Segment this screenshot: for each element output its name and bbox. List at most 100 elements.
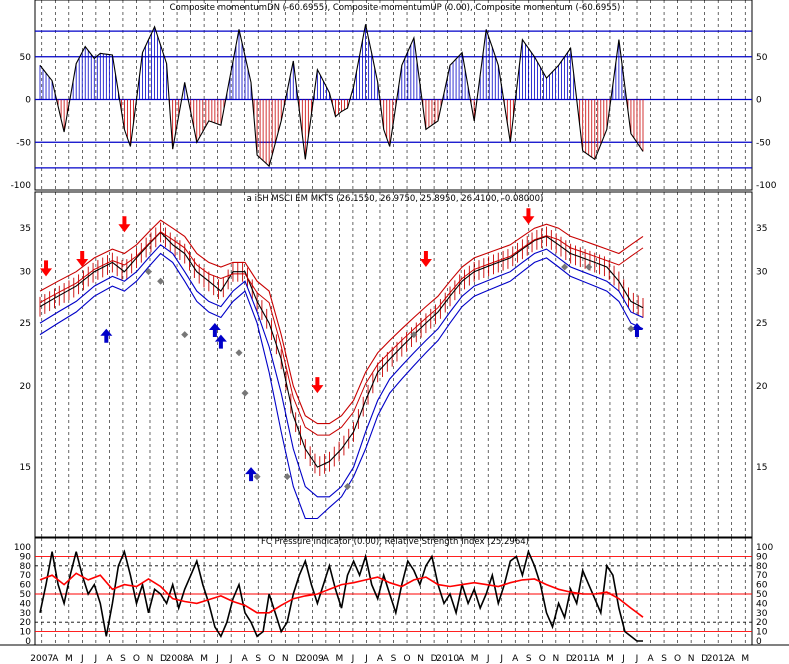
p3-y-tick-right: 80 xyxy=(756,562,768,572)
p1-y-tick-right: -50 xyxy=(756,138,771,148)
x-tick-label: M xyxy=(65,654,73,664)
p3-y-tick-right: 60 xyxy=(756,581,768,591)
buy-arrow-marker xyxy=(245,467,258,482)
p1-y-tick-right: -100 xyxy=(756,181,777,191)
x-tick-label: A xyxy=(187,654,194,664)
p3-y-tick-left: 100 xyxy=(14,543,31,553)
x-tick-label: M xyxy=(741,654,749,664)
x-tick-label: D xyxy=(701,654,708,664)
x-tick-label: 2008 xyxy=(166,654,189,664)
p3-y-tick-right: 20 xyxy=(756,618,768,628)
p1-y-tick-left: -100 xyxy=(11,181,32,191)
x-tick-label: J xyxy=(229,654,233,664)
x-tick-label: N xyxy=(552,654,559,664)
x-tick-label: J xyxy=(215,654,219,664)
x-tick-label: A xyxy=(647,654,654,664)
p3-y-tick-left: 70 xyxy=(20,571,32,581)
p2-y-tick-right: 15 xyxy=(756,463,767,473)
x-tick-label: A xyxy=(593,654,600,664)
sell-arrow-marker xyxy=(522,208,535,225)
p1-y-tick-right: 50 xyxy=(756,53,768,63)
panel1-title: Composite momentumDN (-60.6955), Composi… xyxy=(170,3,621,13)
p1-y-tick-right: 0 xyxy=(756,96,762,106)
p2-y-tick-left: 20 xyxy=(20,382,32,392)
upper-band-inner xyxy=(39,231,644,436)
fc-pressure-line xyxy=(39,549,643,642)
x-tick-label: D xyxy=(431,654,438,664)
x-tick-label: M xyxy=(336,654,344,664)
diamond-marker xyxy=(181,331,189,339)
p3-y-tick-left: 60 xyxy=(20,581,32,591)
p2-y-tick-right: 35 xyxy=(756,224,767,234)
x-tick-label: M xyxy=(471,654,479,664)
lower-band-inner xyxy=(39,244,644,498)
x-tick-label: M xyxy=(200,654,208,664)
diamond-marker xyxy=(253,473,261,481)
x-tick-label: N xyxy=(417,654,424,664)
diamond-marker xyxy=(561,263,569,271)
x-tick-label: S xyxy=(255,654,261,664)
p2-y-tick-left: 25 xyxy=(20,319,31,329)
x-tick-label: A xyxy=(458,654,465,664)
p3-y-tick-right: 90 xyxy=(756,552,768,562)
p2-y-tick-right: 30 xyxy=(756,268,768,278)
upper-band-outer xyxy=(39,219,644,425)
x-tick-label: A xyxy=(323,654,330,664)
diamond-marker xyxy=(145,268,153,276)
x-tick-label: J xyxy=(621,654,625,664)
p2-y-tick-left: 35 xyxy=(20,224,31,234)
x-tick-label: J xyxy=(94,654,98,664)
x-tick-label: O xyxy=(674,654,681,664)
x-tick-label: 2009 xyxy=(301,654,324,664)
p2-y-tick-right: 25 xyxy=(756,319,767,329)
x-tick-label: D xyxy=(566,654,573,664)
x-tick-label: J xyxy=(351,654,355,664)
x-tick-label: J xyxy=(80,654,84,664)
panel3-title: FC Pressure indicator (0.00), Relative S… xyxy=(261,537,529,547)
p3-y-tick-left: 80 xyxy=(20,562,32,572)
lower-band-outer xyxy=(39,252,644,520)
x-tick-label: S xyxy=(526,654,532,664)
p2-y-tick-left: 30 xyxy=(20,268,32,278)
p2-y-tick-right: 20 xyxy=(756,382,768,392)
buy-arrow-marker xyxy=(630,323,643,338)
p3-y-tick-left: 10 xyxy=(20,628,32,638)
p3-y-tick-right: 70 xyxy=(756,571,768,581)
p3-y-tick-left: 40 xyxy=(20,599,32,609)
p1-y-tick-left: 0 xyxy=(25,96,31,106)
p3-y-tick-right: 30 xyxy=(756,609,768,619)
sell-arrow-marker xyxy=(76,250,89,267)
panel2-title: a iSH MSCI EM MKTS (26.1550, 26.9750, 25… xyxy=(247,194,544,204)
x-tick-label: N xyxy=(147,654,154,664)
x-tick-label: J xyxy=(486,654,490,664)
x-tick-label: D xyxy=(295,654,302,664)
x-tick-label: A xyxy=(512,654,519,664)
p1-y-tick-left: -50 xyxy=(16,138,31,148)
p3-y-tick-right: 50 xyxy=(756,590,768,600)
x-tick-label: 2011 xyxy=(571,654,594,664)
panel-frame-1 xyxy=(34,0,753,191)
p3-y-tick-left: 30 xyxy=(20,609,32,619)
x-tick-label: D xyxy=(160,654,167,664)
diamond-marker xyxy=(235,349,243,357)
buy-arrow-marker xyxy=(100,328,113,343)
x-tick-label: S xyxy=(120,654,126,664)
x-tick-label: A xyxy=(242,654,249,664)
sell-arrow-marker xyxy=(118,216,131,233)
x-tick-label: A xyxy=(377,654,384,664)
p3-y-tick-left: 90 xyxy=(20,552,32,562)
momentum-line xyxy=(39,24,644,168)
panel-frame-2 xyxy=(34,191,753,538)
p3-y-tick-left: 20 xyxy=(20,618,32,628)
buy-arrow-marker xyxy=(208,323,221,338)
x-tick-label: S xyxy=(661,654,667,664)
p1-y-tick-left: 50 xyxy=(20,53,32,63)
x-tick-label: J xyxy=(635,654,639,664)
sell-arrow-marker xyxy=(419,250,432,267)
x-tick-label: N xyxy=(282,654,289,664)
x-tick-label: O xyxy=(268,654,275,664)
x-tick-label: A xyxy=(106,654,113,664)
p3-y-tick-left: 50 xyxy=(20,590,32,600)
p3-y-tick-right: 0 xyxy=(756,637,762,647)
x-tick-label: 2010 xyxy=(436,654,459,664)
